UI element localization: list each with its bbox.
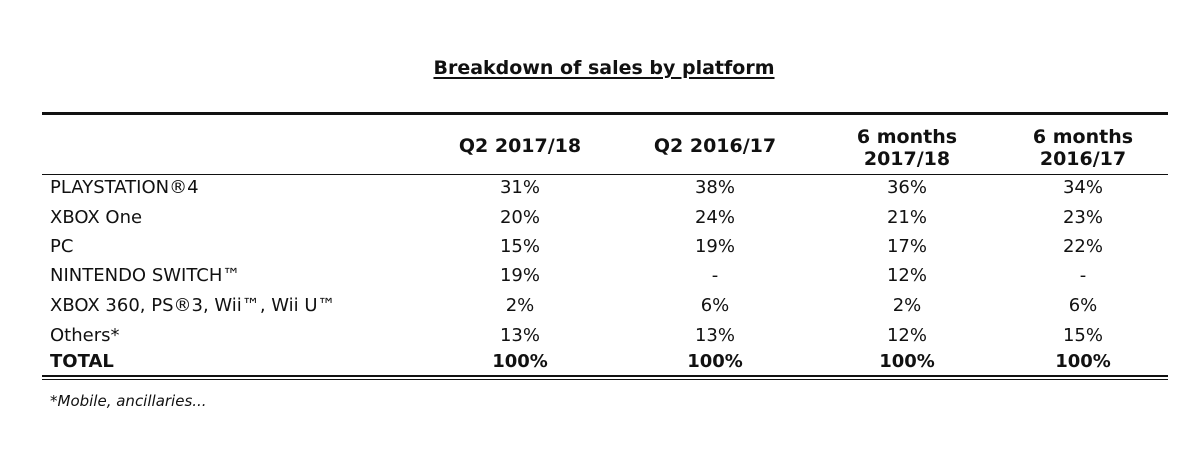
table-row: XBOX One 20% 24% 21% 23% [0,204,1200,232]
table-cell: - [1079,265,1087,286]
row-label: XBOX One [50,207,143,228]
table-cell: 6% [700,295,730,316]
bottom-rule [42,375,1168,377]
table-cell: 22% [1062,236,1103,257]
row-label: PC [50,236,74,257]
table-row: XBOX 360, PS®3, Wii™, Wii U™ 2% 6% 2% 6% [0,292,1200,320]
total-cell: 100% [687,351,743,372]
column-header-line: Q2 2017/18 [458,135,582,157]
total-cell: 100% [1055,351,1111,372]
table-cell: 38% [694,177,735,198]
row-label: NINTENDO SWITCH™ [50,265,241,286]
table-cell: 15% [499,236,540,257]
table-cell: 19% [694,236,735,257]
table-title: Breakdown of sales by platform [433,57,775,79]
bottom-rule-secondary [42,379,1168,380]
column-header-6-months-2016-17: 6 months 2016/17 [988,126,1178,170]
row-label: Others* [50,325,120,346]
column-header-line: 6 months [1032,126,1134,148]
table-cell: 31% [499,177,540,198]
table-cell: 13% [694,325,735,346]
total-cell: 100% [492,351,548,372]
table-row: Others* 13% 13% 12% 15% [0,322,1200,350]
table-cell: 19% [499,265,540,286]
total-row: TOTAL 100% 100% 100% 100% [0,348,1200,376]
table-cell: - [711,265,719,286]
table-cell: 12% [886,265,927,286]
table-row: NINTENDO SWITCH™ 19% - 12% - [0,262,1200,290]
table-cell: 20% [499,207,540,228]
top-rule [42,112,1168,115]
table-cell: 6% [1068,295,1098,316]
header-rule [42,174,1168,175]
column-header-line: Q2 2016/17 [653,135,777,157]
column-header-6-months-2017-18: 6 months 2017/18 [812,126,1002,170]
table-cell: 34% [1062,177,1103,198]
table-row: PC 15% 19% 17% 22% [0,233,1200,261]
table-cell: 36% [886,177,927,198]
column-header-line: 2016/17 [1039,148,1127,170]
table-cell: 2% [892,295,922,316]
table-cell: 17% [886,236,927,257]
total-label: TOTAL [50,351,114,372]
table-row: PLAYSTATION®4 31% 38% 36% 34% [0,174,1200,202]
row-label: PLAYSTATION®4 [50,177,199,198]
table-cell: 23% [1062,207,1103,228]
footnote: *Mobile, ancillaries... [50,392,207,410]
table-cell: 13% [499,325,540,346]
table-cell: 2% [505,295,535,316]
column-header-line: 6 months [856,126,958,148]
table-cell: 12% [886,325,927,346]
total-cell: 100% [879,351,935,372]
table-cell: 15% [1062,325,1103,346]
table-cell: 24% [694,207,735,228]
column-header-line: 2017/18 [863,148,951,170]
column-header-q2-2016-17: Q2 2016/17 [620,135,810,157]
row-label: XBOX 360, PS®3, Wii™, Wii U™ [50,295,336,316]
column-header-q2-2017-18: Q2 2017/18 [425,135,615,157]
table-cell: 21% [886,207,927,228]
